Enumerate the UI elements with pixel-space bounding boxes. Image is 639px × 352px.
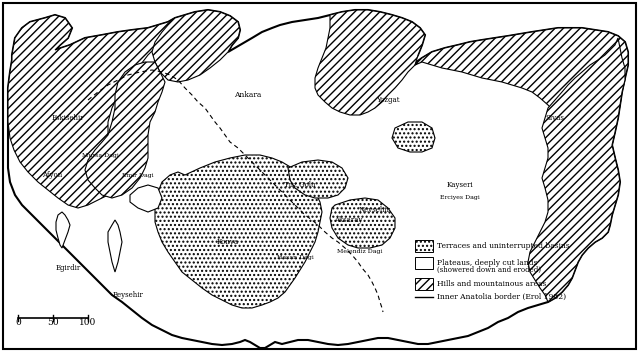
Text: Sivas: Sivas <box>546 114 564 122</box>
Polygon shape <box>8 10 628 348</box>
Text: Mursa Dagi: Mursa Dagi <box>82 152 118 157</box>
Polygon shape <box>392 122 435 152</box>
Polygon shape <box>85 62 165 198</box>
Text: Ankara: Ankara <box>235 91 262 99</box>
Text: Afyon: Afyon <box>42 171 62 179</box>
Text: Plateaus, deeply cut lands: Plateaus, deeply cut lands <box>437 259 537 267</box>
Text: Yozgat: Yozgat <box>376 96 400 104</box>
Text: Konya: Konya <box>217 238 239 246</box>
Text: Eskisehir: Eskisehir <box>52 114 84 122</box>
Polygon shape <box>108 220 122 272</box>
Text: 100: 100 <box>79 318 96 327</box>
Text: (showered down and eroded): (showered down and eroded) <box>437 266 541 274</box>
Polygon shape <box>130 185 162 212</box>
Text: Hasan Dagi: Hasan Dagi <box>277 256 313 260</box>
Text: Hills and mountainous areas: Hills and mountainous areas <box>437 280 546 288</box>
Polygon shape <box>56 212 70 248</box>
Text: Egirdir: Egirdir <box>56 264 81 272</box>
Text: Tuz Golu: Tuz Golu <box>284 181 316 189</box>
Polygon shape <box>152 10 240 82</box>
Polygon shape <box>315 10 628 178</box>
Text: Beysehir: Beysehir <box>112 291 143 299</box>
Bar <box>415 240 433 252</box>
Text: Kayseri: Kayseri <box>447 181 473 189</box>
Text: Nevsehir: Nevsehir <box>359 206 391 214</box>
Text: Erciyes Dagi: Erciyes Dagi <box>440 195 480 201</box>
Polygon shape <box>288 160 348 198</box>
Text: 50: 50 <box>47 318 59 327</box>
Text: Melendiz Dagi: Melendiz Dagi <box>337 250 383 254</box>
Polygon shape <box>330 198 395 248</box>
Polygon shape <box>528 38 625 302</box>
Text: 0: 0 <box>15 318 21 327</box>
Text: Inner Anatolia border (Erol 1982): Inner Anatolia border (Erol 1982) <box>437 293 566 301</box>
Text: Emir Dagi: Emir Dagi <box>122 172 154 177</box>
Polygon shape <box>155 155 322 308</box>
Text: Aksaray: Aksaray <box>334 216 362 224</box>
Text: Terraces and uninterrupted basins: Terraces and uninterrupted basins <box>437 242 570 250</box>
Bar <box>415 257 433 269</box>
Bar <box>415 278 433 290</box>
Polygon shape <box>8 15 175 208</box>
